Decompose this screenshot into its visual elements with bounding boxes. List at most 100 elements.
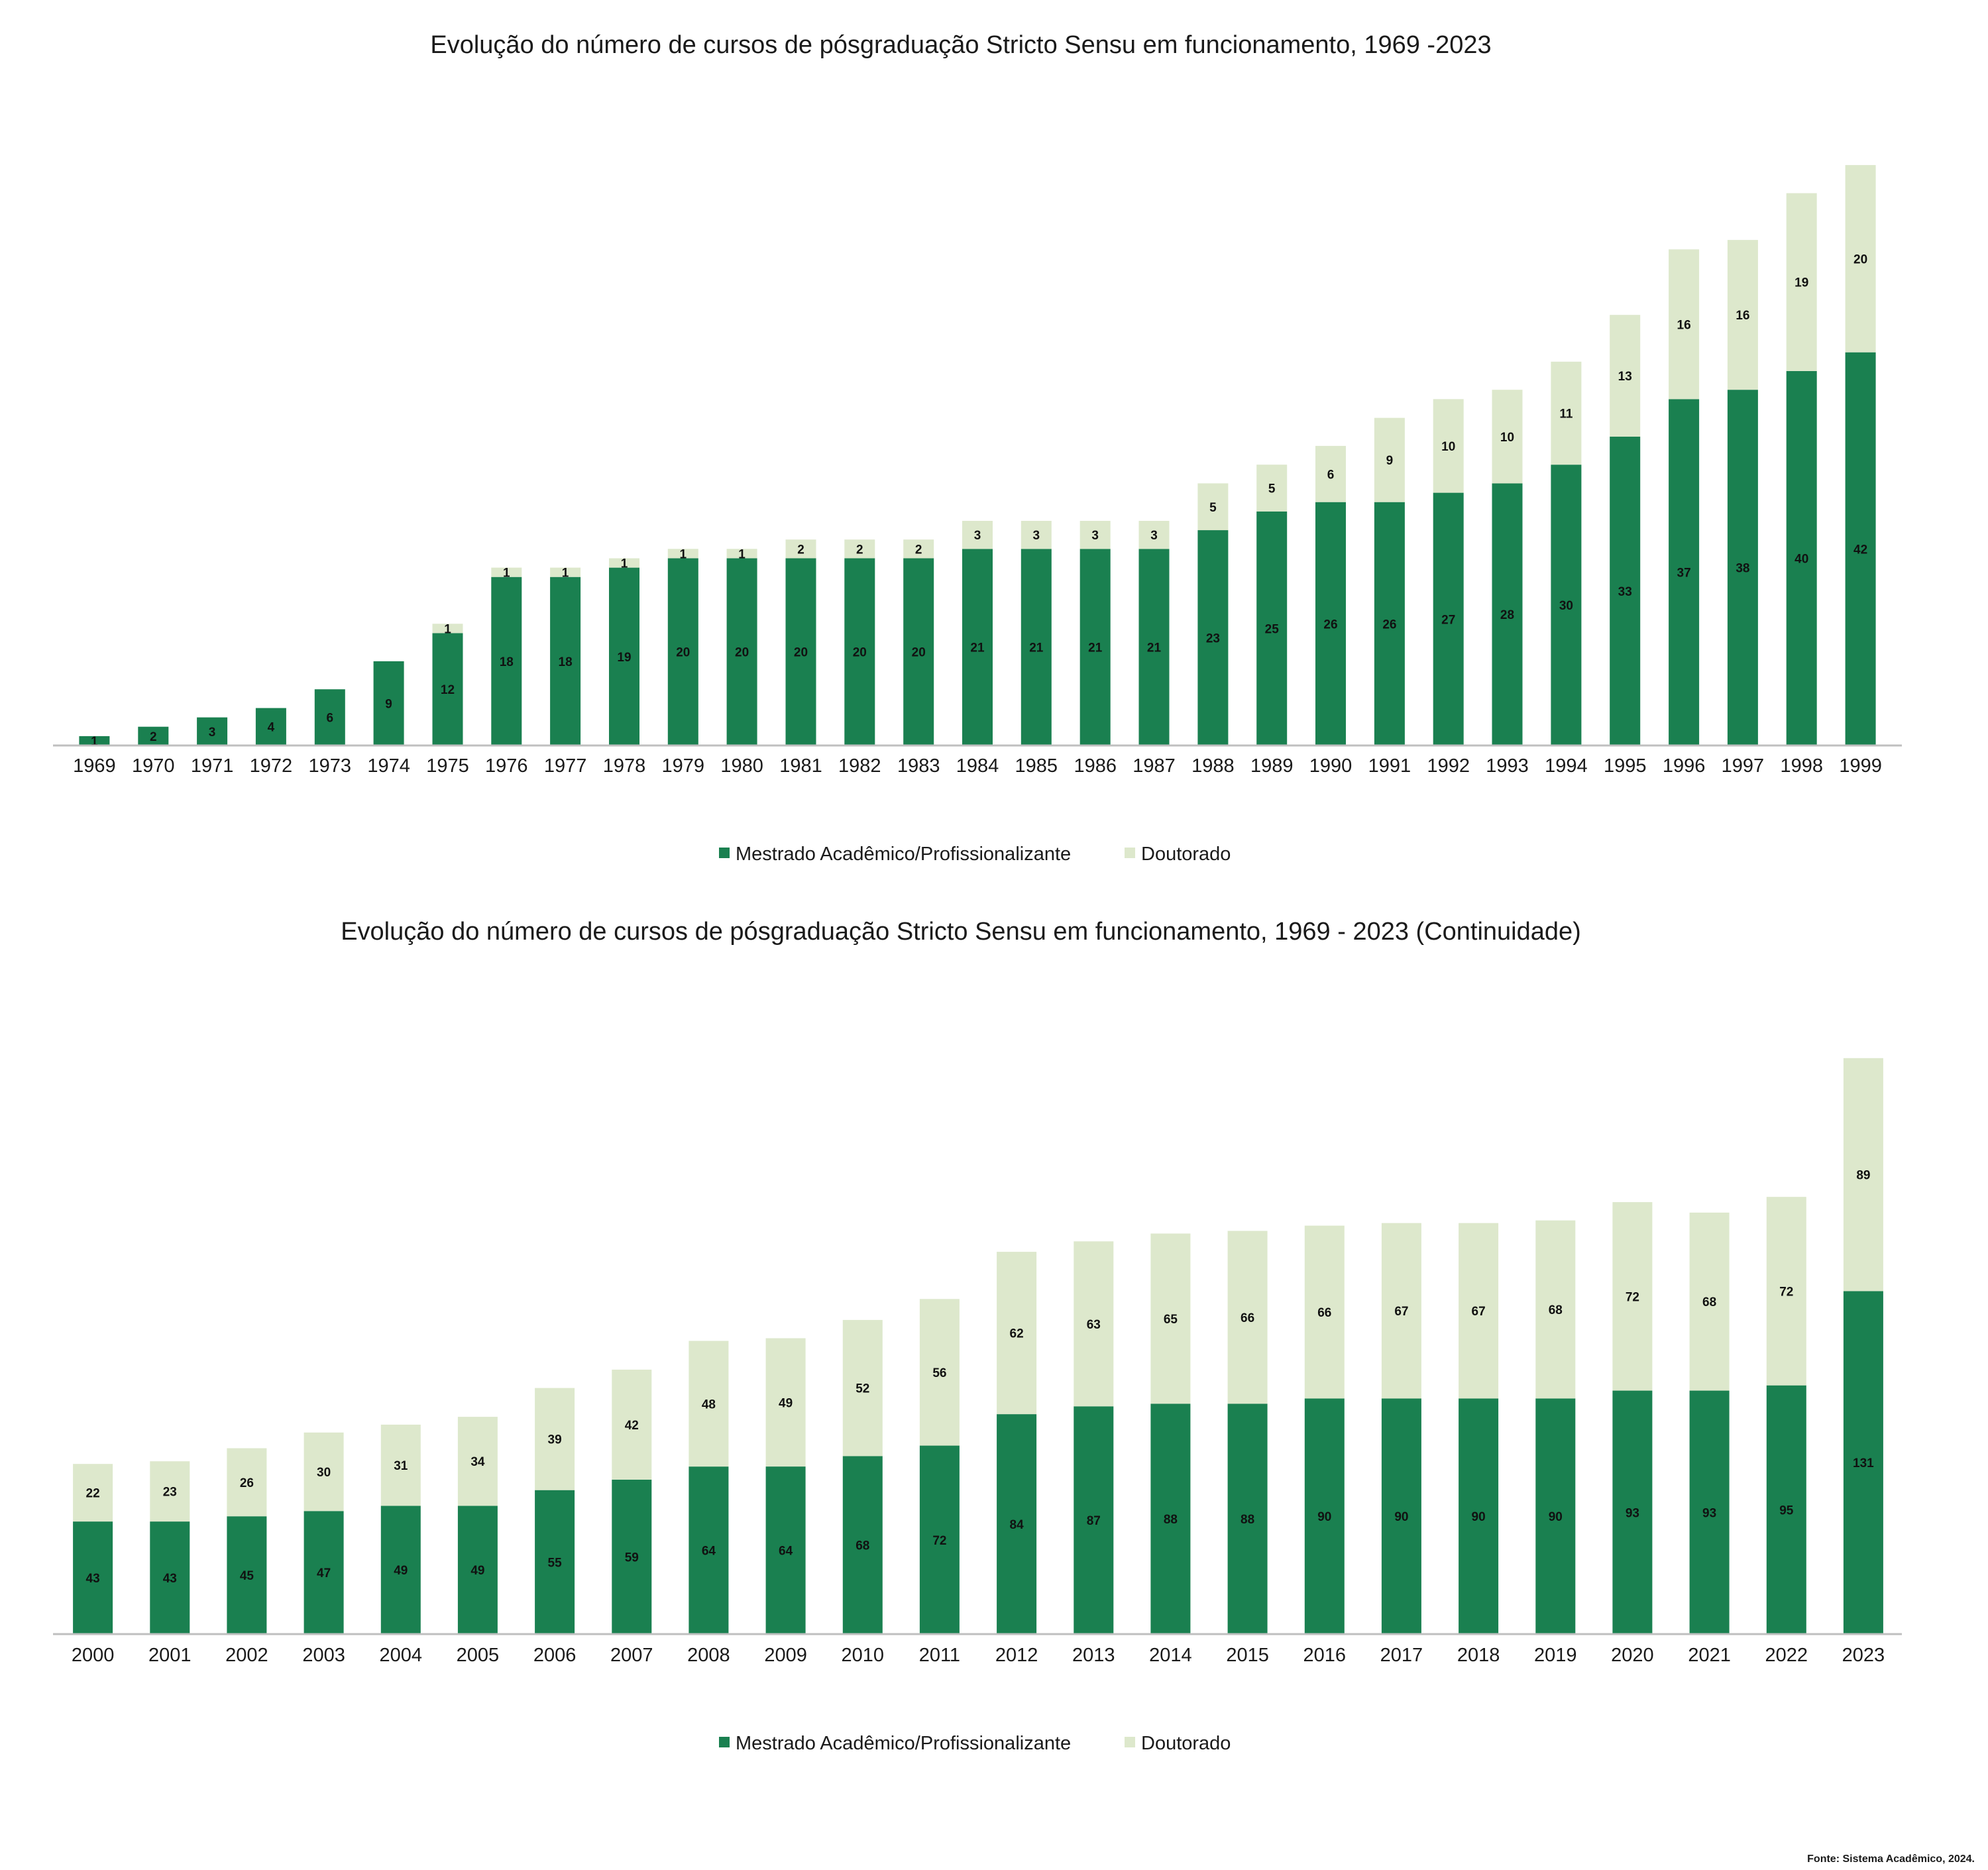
x-tick-label-2009: 2009 (764, 1645, 807, 1666)
data-label-mestrado-1969: 1 (91, 735, 98, 749)
data-label-mestrado-2022: 95 (1779, 1504, 1794, 1517)
data-label-doutorado-2011: 56 (932, 1366, 946, 1380)
data-label-doutorado-2003: 30 (317, 1466, 331, 1480)
data-label-doutorado-2006: 39 (548, 1433, 562, 1447)
bar-doutorado-1982 (844, 539, 875, 559)
x-tick-label-2011: 2011 (919, 1645, 960, 1666)
x-tick-label-2019: 2019 (1534, 1645, 1577, 1666)
data-label-mestrado-1973: 6 (327, 712, 334, 726)
data-label-doutorado-1976: 1 (503, 567, 510, 580)
data-label-mestrado-2002: 45 (240, 1569, 254, 1583)
bar-doutorado-1977 (550, 567, 581, 577)
bar-mestrado-2017 (1381, 1398, 1421, 1634)
bar-mestrado-1978 (609, 567, 639, 745)
x-tick-label-1970: 1970 (132, 755, 175, 777)
bar-mestrado-2014 (1150, 1403, 1191, 1634)
legend-label-mestrado: Mestrado Acadêmico/Profissionalizante (736, 1733, 1071, 1754)
x-tick-label-2022: 2022 (1765, 1645, 1808, 1666)
data-label-doutorado-1998: 19 (1795, 276, 1808, 290)
bar-mestrado-1970 (138, 726, 169, 745)
data-label-mestrado-2010: 68 (856, 1539, 869, 1553)
bar-mestrado-2001 (150, 1521, 190, 1634)
bar-mestrado-2007 (612, 1479, 652, 1634)
bar-doutorado-1996 (1669, 249, 1700, 400)
legend-swatch-doutorado (1125, 1737, 1135, 1747)
bar-mestrado-1979 (667, 558, 698, 745)
bar-doutorado-2003 (304, 1432, 344, 1512)
data-label-doutorado-1990: 6 (1327, 468, 1335, 482)
bar-mestrado-1984 (962, 549, 993, 745)
x-tick-label-1976: 1976 (485, 755, 528, 777)
x-tick-label-2002: 2002 (225, 1645, 268, 1666)
data-label-doutorado-1987: 3 (1150, 529, 1158, 543)
data-label-mestrado-2006: 55 (548, 1556, 563, 1570)
data-label-doutorado-1989: 5 (1268, 482, 1276, 496)
data-label-doutorado-2021: 68 (1702, 1295, 1716, 1309)
data-label-doutorado-2015: 66 (1241, 1311, 1254, 1325)
bar-doutorado-2017 (1381, 1223, 1421, 1399)
bar-mestrado-1983 (903, 558, 934, 745)
x-tick-label-1984: 1984 (956, 755, 999, 777)
bar-mestrado-2005 (457, 1506, 498, 1634)
bar-doutorado-1980 (726, 549, 757, 559)
data-label-doutorado-2016: 66 (1317, 1306, 1331, 1320)
bar-mestrado-1971 (197, 717, 228, 745)
legend-swatch-mestrado (719, 1737, 730, 1747)
data-label-doutorado-2022: 72 (1779, 1285, 1793, 1299)
x-tick-label-1974: 1974 (367, 755, 410, 777)
data-label-mestrado-1986: 21 (1088, 641, 1103, 655)
bar-doutorado-1975 (432, 624, 463, 633)
bar-doutorado-1992 (1433, 399, 1464, 493)
bar-mestrado-1998 (1786, 370, 1817, 745)
bar-mestrado-1969 (79, 736, 110, 745)
bar-doutorado-1990 (1315, 445, 1346, 502)
x-tick-label-2012: 2012 (995, 1645, 1038, 1666)
data-label-mestrado-1999: 42 (1853, 543, 1867, 557)
x-tick-label-1993: 1993 (1486, 755, 1529, 777)
bar-mestrado-2008 (689, 1466, 729, 1634)
data-label-mestrado-1997: 38 (1736, 562, 1749, 576)
x-tick-label-1983: 1983 (897, 755, 940, 777)
bar-doutorado-1984 (962, 521, 993, 549)
x-tick-label-1971: 1971 (191, 755, 234, 777)
legend-swatch-doutorado (1125, 848, 1135, 858)
bar-mestrado-1975 (432, 633, 463, 745)
x-tick-label-2016: 2016 (1303, 1645, 1347, 1666)
data-label-mestrado-1983: 20 (912, 646, 926, 660)
bar-doutorado-1979 (667, 549, 698, 559)
x-tick-label-2006: 2006 (533, 1645, 577, 1666)
bar-doutorado-1998 (1786, 193, 1817, 371)
bar-mestrado-2013 (1074, 1406, 1114, 1634)
x-tick-label-1975: 1975 (426, 755, 469, 777)
bar-doutorado-2008 (689, 1341, 729, 1467)
chart-1-data-labels: 1 2 3 4691211811811912012012022022022132132… (91, 252, 1867, 749)
bar-doutorado-2022 (1766, 1197, 1806, 1386)
data-label-doutorado-2009: 49 (779, 1396, 793, 1410)
x-tick-label-2001: 2001 (148, 1645, 192, 1666)
x-tick-label-2015: 2015 (1226, 1645, 1269, 1666)
x-tick-label-2021: 2021 (1688, 1645, 1731, 1666)
bar-mestrado-2019 (1535, 1398, 1576, 1634)
bar-mestrado-2018 (1459, 1398, 1499, 1634)
x-tick-label-1978: 1978 (603, 755, 646, 777)
x-tick-label-2017: 2017 (1380, 1645, 1423, 1666)
x-tick-label-1992: 1992 (1427, 755, 1470, 777)
data-label-mestrado-1992: 27 (1441, 613, 1455, 627)
x-tick-label-1972: 1972 (250, 755, 293, 777)
data-label-mestrado-2021: 93 (1702, 1506, 1716, 1520)
bar-mestrado-1994 (1551, 465, 1582, 745)
data-label-doutorado-2013: 63 (1087, 1318, 1101, 1332)
data-label-mestrado-2018: 90 (1472, 1510, 1486, 1524)
data-label-mestrado-1970: 2 (150, 730, 157, 744)
legend-label-doutorado: Doutorado (1141, 1733, 1231, 1754)
data-label-mestrado-2011: 72 (932, 1534, 946, 1548)
bar-doutorado-2020 (1612, 1202, 1653, 1391)
data-label-doutorado-2005: 34 (470, 1455, 485, 1469)
data-label-doutorado-1983: 2 (915, 543, 922, 557)
bar-mestrado-1973 (314, 689, 345, 745)
bar-mestrado-1993 (1492, 483, 1523, 745)
data-label-mestrado-1984: 21 (970, 641, 985, 655)
data-label-doutorado-1978: 1 (621, 557, 628, 571)
data-label-mestrado-1982: 20 (853, 646, 867, 660)
